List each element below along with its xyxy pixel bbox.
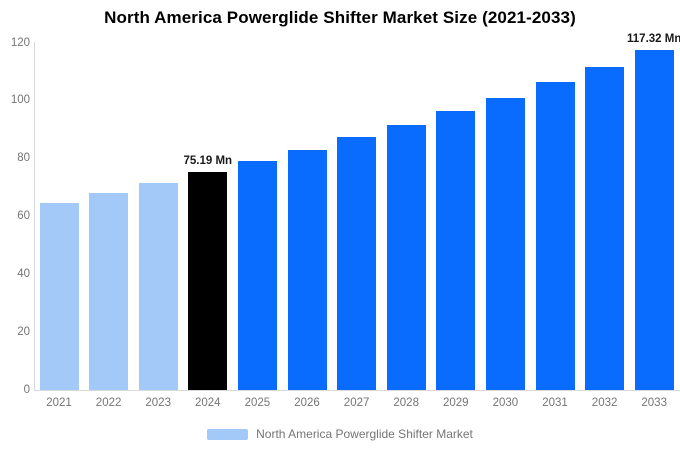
bar-2028[interactable] <box>386 125 426 390</box>
y-tick-label-60: 60 <box>17 210 30 223</box>
bar-2023[interactable] <box>138 183 178 390</box>
bar-2027[interactable] <box>337 137 377 390</box>
legend-swatch-icon <box>207 428 249 440</box>
y-tick-label-0: 0 <box>23 384 30 396</box>
x-axis-label-2022: 2022 <box>95 397 122 409</box>
bar-2026[interactable] <box>287 149 327 390</box>
x-axis-label-2021: 2021 <box>46 397 72 409</box>
x-axis-label-2031: 2031 <box>542 397 568 409</box>
x-axis-label-2024: 2024 <box>195 397 221 409</box>
legend-label: North America Powerglide Shifter Market <box>256 427 473 441</box>
x-axis-line <box>34 390 680 391</box>
x-axis-label-2032: 2032 <box>591 397 618 409</box>
bar-2032[interactable] <box>585 67 625 390</box>
x-axis-label-2027: 2027 <box>343 397 370 409</box>
bar-2021[interactable] <box>39 203 79 390</box>
bar-2022[interactable] <box>89 193 129 390</box>
y-tick-label-80: 80 <box>17 152 30 165</box>
x-axis-label-2025: 2025 <box>244 397 271 409</box>
x-axis-label-2029: 2029 <box>443 397 469 409</box>
x-axis-label-2028: 2028 <box>393 397 419 409</box>
bar-2025[interactable] <box>237 161 277 390</box>
x-axis-label-2023: 2023 <box>145 397 171 409</box>
y-tick-label-120: 120 <box>10 36 30 49</box>
bar-value-label-2024: 75.19 Mn <box>183 155 233 168</box>
y-tick-label-40: 40 <box>17 268 30 281</box>
y-axis-line <box>34 42 35 390</box>
x-axis-label-2033: 2033 <box>641 397 667 409</box>
x-axis-label-2030: 2030 <box>492 397 519 409</box>
bar-2033[interactable] <box>634 50 674 390</box>
bar-2024[interactable] <box>188 172 228 390</box>
x-axis-label-2026: 2026 <box>294 397 320 409</box>
legend[interactable]: North America Powerglide Shifter Market <box>0 425 680 443</box>
y-tick-label-100: 100 <box>10 94 30 107</box>
bar-2029[interactable] <box>436 111 476 390</box>
chart-title: North America Powerglide Shifter Market … <box>104 8 576 27</box>
bar-value-label-2033: 117.32 Mn <box>627 33 680 46</box>
y-tick-label-20: 20 <box>17 326 30 339</box>
bar-2031[interactable] <box>535 82 575 390</box>
bar-2030[interactable] <box>485 97 525 390</box>
